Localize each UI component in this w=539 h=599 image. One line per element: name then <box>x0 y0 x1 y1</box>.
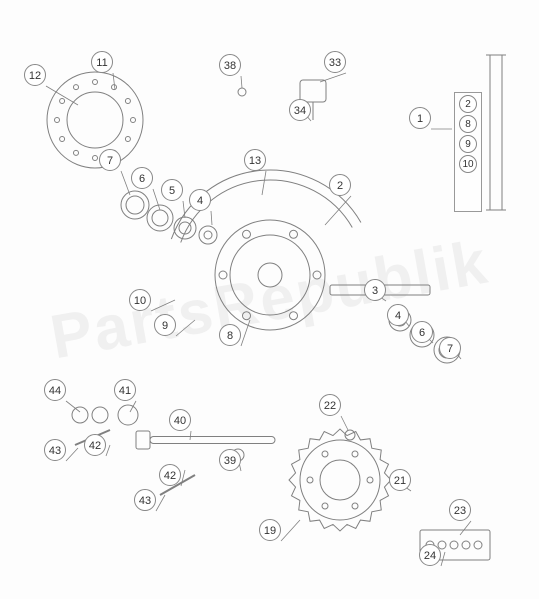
legend-item-8: 8 <box>459 115 477 133</box>
callout-12[interactable]: 12 <box>24 64 46 86</box>
callout-5[interactable]: 5 <box>161 179 183 201</box>
callout-7[interactable]: 7 <box>439 337 461 359</box>
callout-39[interactable]: 39 <box>219 449 241 471</box>
callout-11[interactable]: 11 <box>91 51 113 73</box>
legend-item-9: 9 <box>459 135 477 153</box>
callout-6[interactable]: 6 <box>131 167 153 189</box>
callout-1[interactable]: 1 <box>409 107 431 129</box>
callout-4[interactable]: 4 <box>189 189 211 211</box>
legend-item-2: 2 <box>459 95 477 113</box>
callout-21[interactable]: 21 <box>389 469 411 491</box>
callout-6[interactable]: 6 <box>411 321 433 343</box>
callout-44[interactable]: 44 <box>44 379 66 401</box>
callout-41[interactable]: 41 <box>114 379 136 401</box>
parts-diagram-canvas: PartsRepublik 12113833341765413210983467… <box>0 0 539 599</box>
kit-legend-box: 2 8 9 10 <box>454 92 482 212</box>
callout-22[interactable]: 22 <box>319 394 341 416</box>
callout-33[interactable]: 33 <box>324 51 346 73</box>
callout-24[interactable]: 24 <box>419 544 441 566</box>
callout-40[interactable]: 40 <box>169 409 191 431</box>
callout-2[interactable]: 2 <box>329 174 351 196</box>
callout-3[interactable]: 3 <box>364 279 386 301</box>
callout-4[interactable]: 4 <box>387 304 409 326</box>
callout-8[interactable]: 8 <box>219 324 241 346</box>
callout-7[interactable]: 7 <box>99 149 121 171</box>
callout-9[interactable]: 9 <box>154 314 176 336</box>
legend-item-10: 10 <box>459 155 477 173</box>
callout-38[interactable]: 38 <box>219 54 241 76</box>
callout-42[interactable]: 42 <box>84 434 106 456</box>
callout-43[interactable]: 43 <box>44 439 66 461</box>
callout-13[interactable]: 13 <box>244 149 266 171</box>
callout-43[interactable]: 43 <box>134 489 156 511</box>
callout-34[interactable]: 34 <box>289 99 311 121</box>
callout-19[interactable]: 19 <box>259 519 281 541</box>
callout-10[interactable]: 10 <box>129 289 151 311</box>
callout-42[interactable]: 42 <box>159 464 181 486</box>
callout-23[interactable]: 23 <box>449 499 471 521</box>
